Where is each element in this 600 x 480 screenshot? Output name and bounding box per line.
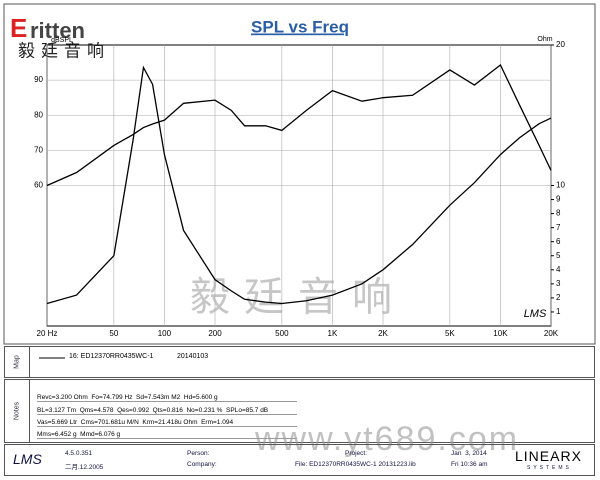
brand-sub: SYSTEMS	[527, 465, 572, 471]
y2-tick-label: 9	[556, 195, 561, 204]
y2-tick-label: 20	[556, 40, 565, 49]
note-line: BL=3.127 Tm Qms=4.578 Qes=0.992 Qts=0.81…	[37, 407, 297, 415]
footer: LMS 4.5.0.351 二月.12.2005 Person: Company…	[4, 444, 595, 476]
y2-tick-label: 3	[556, 279, 561, 288]
chart-frame	[3, 3, 596, 345]
x-tick-label: 5K	[445, 329, 455, 338]
y-tick-label: 90	[34, 75, 43, 84]
lms-mark: LMS	[524, 308, 547, 320]
y2-tick-label: 6	[556, 237, 561, 246]
notes-label: Notes	[13, 401, 21, 421]
note-line: Mms=6.452 g Mmd=6.076 g	[37, 431, 297, 439]
file: File: ED12370RR0435WC-1 20131223.lib	[295, 461, 416, 468]
y2-tick-label: 2	[556, 293, 561, 302]
map-panel: Map 16: ED12370RR0435WC-1 20140103	[4, 346, 595, 378]
logo-mark: E	[10, 13, 27, 43]
y2-tick-label: 1	[556, 307, 561, 316]
company: Company:	[187, 461, 217, 468]
y2-tick-label: 5	[556, 251, 561, 260]
chart: E ritten 毅廷音响 SPL vs Freq dBSPL Ohm 毅廷音响…	[3, 3, 596, 345]
legend-date: 20140103	[177, 353, 209, 360]
logo-text: ritten	[30, 18, 85, 43]
x-tick-label: 1K	[328, 329, 338, 338]
y-axis-label: dBSPL	[51, 37, 73, 44]
watermark-url: www.yt689.com	[255, 420, 520, 458]
x-tick-label: 2K	[378, 329, 388, 338]
y2-tick-label: 4	[556, 265, 561, 274]
legend-swatch	[39, 357, 65, 359]
chart-title: SPL vs Freq	[251, 17, 349, 36]
watermark-cn: 毅廷音响	[190, 276, 406, 320]
y2-tick-label: 8	[556, 209, 561, 218]
project: Project:	[345, 450, 368, 457]
note-line: Revc=3.200 Ohm Fo=74.799 Hz Sd=7.543m M2…	[37, 394, 297, 402]
y-tick-label: 70	[34, 145, 43, 154]
x-tick-label: 500	[275, 329, 289, 338]
y2-tick-label: 10	[556, 181, 565, 190]
x-tick-label: 20K	[544, 329, 559, 338]
y-tick-label: 60	[34, 181, 43, 190]
x-tick-label: 20 Hz	[37, 329, 58, 338]
person: Person:	[187, 450, 210, 457]
series-line	[46, 65, 552, 305]
x-tick-label: 100	[158, 329, 172, 338]
note-line: Vas=5.669 Ltr Cms=701.681u M/N Krm=21.41…	[37, 419, 297, 427]
x-tick-label: 10K	[493, 329, 508, 338]
notes-panel: Notes Revc=3.200 Ohm Fo=74.799 Hz Sd=7.5…	[4, 379, 595, 458]
x-tick-label: 200	[208, 329, 222, 338]
brand-cn: 毅廷音响	[18, 41, 110, 60]
y2-axis-label: Ohm	[537, 36, 552, 43]
y-tick-label: 80	[34, 110, 43, 119]
y2-tick-label: 7	[556, 223, 561, 232]
date: Jan 3, 2014	[451, 450, 487, 457]
app-name: LMS	[13, 451, 42, 467]
x-tick-label: 50	[109, 329, 118, 338]
time: Fri 10:36 am	[451, 461, 488, 468]
version: 4.5.0.351	[65, 450, 93, 457]
map-label: Map	[13, 355, 21, 369]
series-line	[46, 64, 552, 187]
build-date: 二月.12.2005	[65, 464, 104, 471]
brand: LINEARX	[515, 448, 582, 464]
legend-label: 16: ED12370RR0435WC-1	[69, 353, 154, 360]
